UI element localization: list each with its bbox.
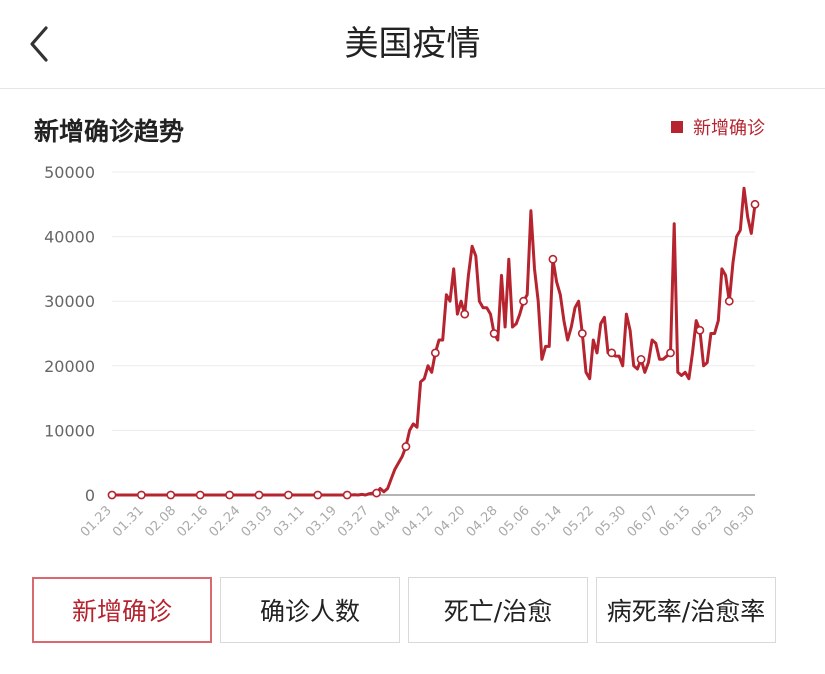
tab-label: 确诊人数 xyxy=(259,597,360,626)
y-tick-label: 30000 xyxy=(44,292,95,311)
x-tick-label: 05.14 xyxy=(528,503,565,540)
x-tick-label: 05.06 xyxy=(496,503,533,540)
x-tick-label: 03.27 xyxy=(335,503,372,540)
x-tick-label: 02.08 xyxy=(142,503,179,540)
tab-new-confirmed[interactable]: 新增确诊 xyxy=(32,577,212,643)
line-chart: 0 10000 20000 30000 40000 50000 01.2301.3102.0… xyxy=(44,163,760,540)
x-tick-label: 05.30 xyxy=(592,503,629,540)
x-tick-label: 03.11 xyxy=(271,503,308,540)
y-tick-label: 10000 xyxy=(44,421,95,440)
x-tick-label: 01.31 xyxy=(110,503,147,540)
data-point xyxy=(636,354,646,364)
data-point xyxy=(519,296,528,306)
data-point xyxy=(548,254,558,264)
data-point xyxy=(342,490,352,500)
data-point xyxy=(254,490,264,500)
x-tick-label: 06.15 xyxy=(657,503,694,540)
series-line xyxy=(110,186,757,497)
x-tick-label: 06.30 xyxy=(721,503,758,540)
chevron-left-icon xyxy=(30,26,48,62)
x-tick-label: 04.28 xyxy=(464,503,501,540)
tab-deaths-recovered[interactable]: 死亡/治愈 xyxy=(408,577,588,643)
legend-swatch xyxy=(671,121,683,133)
y-tick-label: 20000 xyxy=(44,357,95,376)
data-point xyxy=(225,490,234,500)
tab-fatality-recovery-rate[interactable]: 病死率/治愈率 xyxy=(596,577,776,643)
x-tick-label: 01.23 xyxy=(78,503,115,540)
tab-total-confirmed[interactable]: 确诊人数 xyxy=(220,577,400,643)
x-tick-label: 06.23 xyxy=(689,503,726,540)
data-point xyxy=(372,488,381,498)
y-tick-label: 40000 xyxy=(44,228,95,247)
data-point xyxy=(283,490,293,500)
y-tick-label: 0 xyxy=(85,486,95,505)
data-point xyxy=(166,490,176,500)
data-point xyxy=(460,309,470,319)
data-point xyxy=(724,296,734,306)
data-point xyxy=(430,348,440,358)
data-point xyxy=(577,329,587,338)
x-tick-label: 04.12 xyxy=(399,503,436,540)
x-tick-label: 06.07 xyxy=(624,503,661,540)
x-tick-label: 04.04 xyxy=(367,503,404,540)
x-tick-label: 02.16 xyxy=(174,503,211,540)
page-title: 美国疫情 xyxy=(344,24,481,64)
chart-title: 新增确诊趋势 xyxy=(34,117,185,146)
back-button[interactable] xyxy=(22,22,62,66)
x-tick-label: 02.24 xyxy=(207,503,244,540)
data-point xyxy=(313,490,323,500)
x-tick-label: 03.19 xyxy=(303,503,340,540)
data-point xyxy=(401,442,411,451)
data-point xyxy=(666,348,675,358)
y-tick-label: 50000 xyxy=(44,163,95,182)
data-point xyxy=(695,325,705,335)
data-point xyxy=(195,490,205,500)
data-point xyxy=(107,490,117,500)
tab-label: 新增确诊 xyxy=(71,597,172,626)
data-point xyxy=(489,329,499,338)
tab-bar: 新增确诊 确诊人数 死亡/治愈 病死率/治愈率 xyxy=(32,577,777,645)
data-point xyxy=(136,490,146,500)
data-point xyxy=(750,199,760,209)
tab-label: 死亡/治愈 xyxy=(443,597,553,626)
header: 美国疫情 xyxy=(0,0,825,89)
tab-label: 病死率/治愈率 xyxy=(606,597,766,626)
x-tick-label: 03.03 xyxy=(239,503,276,540)
x-tick-label: 05.22 xyxy=(560,503,597,540)
data-point xyxy=(607,348,617,358)
legend-label: 新增确诊 xyxy=(693,118,765,139)
chart-legend[interactable]: 新增确诊 xyxy=(671,114,765,140)
x-tick-label: 04.20 xyxy=(432,503,469,540)
